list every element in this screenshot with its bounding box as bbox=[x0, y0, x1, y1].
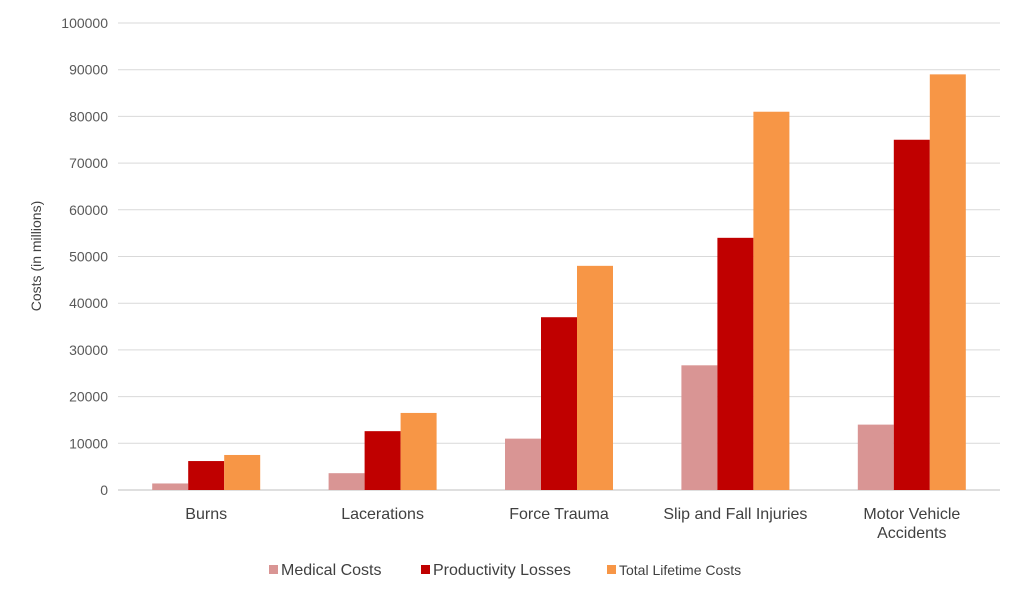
bar-total-lifetime-costs bbox=[753, 111, 790, 490]
bar-medical-costs bbox=[505, 438, 541, 490]
x-category-label: Force Trauma bbox=[509, 506, 609, 523]
y-tick-label: 0 bbox=[100, 482, 108, 498]
legend-swatch bbox=[607, 565, 616, 574]
y-tick-label: 30000 bbox=[69, 342, 108, 358]
x-axis-labels: Burns Lacerations Force Trauma Slip and Fal… bbox=[185, 506, 960, 542]
y-axis-title: Costs (in millions) bbox=[28, 201, 44, 311]
y-axis-ticks: 0 10000 20000 30000 40000 50000 60000 70000 8000… bbox=[61, 15, 108, 498]
legend: Medical Costs Productivity Losses Total Li… bbox=[269, 562, 741, 579]
x-category-label: Slip and Fall Injuries bbox=[663, 506, 807, 523]
bar-productivity-losses bbox=[188, 461, 225, 490]
y-tick-label: 90000 bbox=[69, 62, 108, 78]
x-category-label: Motor Vehicle bbox=[863, 506, 960, 523]
gridlines bbox=[118, 22, 1000, 491]
legend-label: Total Lifetime Costs bbox=[619, 562, 741, 578]
legend-swatch bbox=[269, 565, 278, 574]
bar-productivity-losses bbox=[893, 139, 930, 490]
bar-total-lifetime-costs bbox=[224, 454, 261, 490]
bar-productivity-losses bbox=[717, 237, 754, 490]
bar-medical-costs bbox=[328, 473, 365, 490]
bar-productivity-losses bbox=[541, 317, 577, 490]
bar-medical-costs bbox=[857, 424, 894, 490]
bar-medical-costs bbox=[681, 365, 718, 490]
bar-total-lifetime-costs bbox=[577, 265, 613, 490]
y-tick-label: 60000 bbox=[69, 202, 108, 218]
legend-label: Medical Costs bbox=[281, 562, 381, 579]
x-category-label: Lacerations bbox=[341, 506, 424, 523]
y-tick-label: 70000 bbox=[69, 155, 108, 171]
y-tick-label: 100000 bbox=[61, 15, 108, 31]
x-category-label: Accidents bbox=[877, 525, 946, 542]
y-tick-label: 50000 bbox=[69, 249, 108, 265]
y-tick-label: 80000 bbox=[69, 108, 108, 124]
x-category-label: Burns bbox=[185, 506, 227, 523]
y-tick-label: 10000 bbox=[69, 435, 108, 451]
legend-label: Productivity Losses bbox=[433, 562, 571, 579]
y-tick-label: 20000 bbox=[69, 389, 108, 405]
legend-swatch bbox=[421, 565, 430, 574]
bar-productivity-losses bbox=[364, 431, 401, 490]
bars bbox=[152, 74, 966, 491]
bar-total-lifetime-costs bbox=[929, 74, 966, 491]
y-tick-label: 40000 bbox=[69, 295, 108, 311]
bar-medical-costs bbox=[152, 483, 189, 490]
bar-total-lifetime-costs bbox=[400, 412, 437, 490]
